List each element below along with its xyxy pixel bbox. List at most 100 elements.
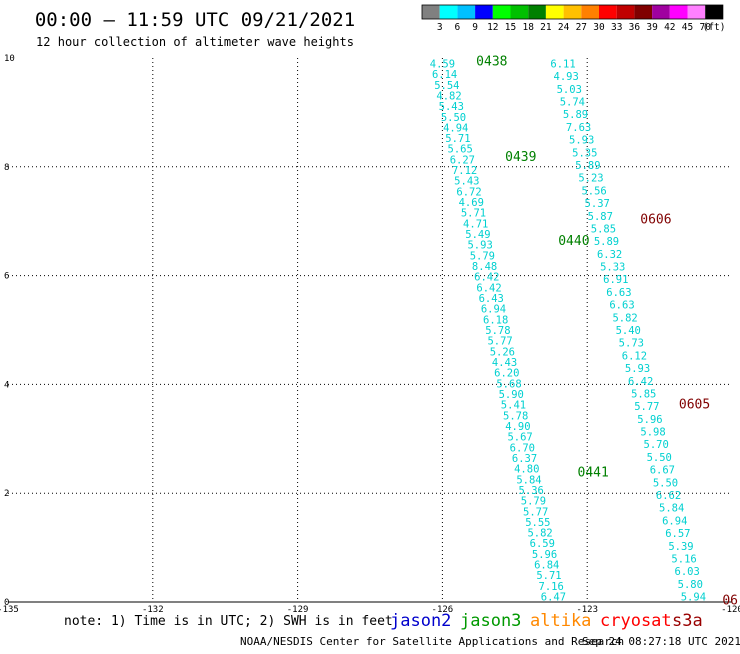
swh-value: 6.63 [609, 300, 634, 312]
swh-value: 6.42 [474, 272, 499, 284]
pass-time-label: 0439 [505, 150, 536, 165]
swh-value: 5.79 [470, 250, 495, 262]
swh-value: 6.47 [541, 592, 566, 604]
y-tick-label: 0 [4, 598, 9, 608]
pass-time-label: 0606 [640, 212, 671, 227]
grid-lines [8, 58, 732, 602]
colorbar-label: 6 [455, 22, 461, 33]
colorbar-swatch [439, 5, 458, 19]
colorbar-swatch [528, 5, 546, 19]
colorbar-swatch [616, 5, 635, 19]
colorbar-swatch [545, 5, 564, 19]
chart-subtitle: 12 hour collection of altimeter wave hei… [36, 35, 354, 49]
colorbar-label: 12 [487, 22, 498, 33]
swh-value: 5.78 [485, 325, 510, 337]
x-tick-label: -132 [142, 605, 164, 615]
pass-time-label: 0441 [578, 465, 609, 480]
x-tick-label: -135 [0, 605, 19, 615]
swh-value: 5.55 [525, 517, 550, 529]
swh-value: 6.42 [628, 376, 653, 388]
swh-value: 5.89 [594, 236, 619, 248]
swh-value: 6.43 [479, 293, 504, 305]
swh-value: 6.72 [456, 186, 481, 198]
legend-jason3: jason3 [460, 611, 521, 631]
colorbar-swatch [563, 5, 582, 19]
x-tick-label: -120 [721, 605, 740, 615]
swh-value: 5.89 [563, 109, 588, 121]
swh-value: 5.50 [441, 112, 466, 124]
footer-credit: NOAA/NESDIS Center for Satellite Applica… [240, 635, 624, 648]
y-tick-label: 2 [4, 489, 9, 499]
swh-value: 5.96 [532, 549, 557, 561]
swh-value: 5.43 [454, 176, 479, 188]
swh-value: 5.43 [439, 101, 464, 113]
colorbar-label: 70 [699, 22, 711, 33]
colorbar-swatch [669, 5, 688, 19]
swh-value: 5.36 [519, 485, 544, 497]
swh-value: 6.03 [675, 566, 700, 578]
swh-value: 5.16 [671, 553, 696, 565]
swh-value: 4.94 [443, 122, 468, 134]
swh-value: 5.78 [503, 410, 528, 422]
time-labels: 0438 0439 0440 0441 0606 0605 06 [476, 55, 738, 609]
swh-value: 8.48 [472, 261, 497, 273]
swh-value: 5.74 [560, 97, 585, 109]
y-tick-label: 4 [4, 380, 9, 390]
colorbar-label: 42 [664, 22, 675, 33]
chart-title: 00:00 – 11:59 UTC 09/21/2021 [35, 9, 355, 31]
swh-value: 6.11 [550, 58, 575, 70]
colorbar-swatch [457, 5, 476, 19]
swh-value: 5.70 [644, 439, 669, 451]
colorbar-label: 9 [472, 22, 478, 33]
swh-value: 5.79 [521, 496, 546, 508]
swh-value: 5.85 [631, 388, 656, 400]
swh-value: 5.80 [678, 579, 703, 591]
colorbar-swatch [422, 5, 440, 19]
colorbar-label: 27 [576, 22, 587, 33]
swh-value: 4.93 [554, 71, 579, 83]
x-tick-label: -123 [576, 605, 598, 615]
swh-value: 5.73 [619, 338, 644, 350]
swh-value: 5.50 [653, 477, 678, 489]
swh-value: 5.65 [448, 144, 473, 156]
swh-value: 6.14 [432, 69, 457, 81]
swh-value: 6.70 [510, 442, 535, 454]
colorbar-swatch [599, 5, 617, 19]
swh-value: 5.96 [637, 414, 662, 426]
swh-value: 5.35 [572, 147, 597, 159]
swh-value: 6.32 [597, 249, 622, 261]
colorbar-label: 24 [558, 22, 570, 33]
swh-value: 5.54 [434, 80, 459, 92]
swh-value: 5.41 [501, 400, 526, 412]
colorbar-label: 33 [611, 22, 622, 33]
colorbar-swatch [687, 5, 706, 19]
colorbar-swatch [705, 5, 723, 19]
swh-value: 6.67 [650, 465, 675, 477]
legend-jason2: jason2 [390, 611, 451, 631]
swh-value: 5.33 [600, 262, 625, 274]
swh-value: 5.84 [516, 474, 541, 486]
colorbar-label: 39 [646, 22, 658, 33]
x-tick-label: -129 [287, 605, 309, 615]
swh-value: 5.94 [681, 592, 706, 604]
swh-value: 5.93 [625, 363, 650, 375]
swh-value: 5.98 [640, 427, 665, 439]
colorbar-label: 15 [505, 22, 516, 33]
colorbar-label: 30 [593, 22, 605, 33]
colorbar-swatch [510, 5, 529, 19]
swh-value: 5.71 [461, 208, 486, 220]
swh-value: 4.59 [430, 58, 455, 70]
swh-value: 4.69 [459, 197, 484, 209]
swh-value: 7.63 [566, 122, 591, 134]
footer-timestamp: Sep 24 08:27:18 UTC 2021 [582, 635, 740, 648]
pass-time-label: 0440 [558, 234, 589, 249]
legend-cryosat: cryosat [600, 611, 672, 631]
colorbar-label: 45 [682, 22, 693, 33]
swh-value: 5.93 [467, 240, 492, 252]
swh-value: 6.37 [512, 453, 537, 465]
swh-value: 6.94 [662, 515, 687, 527]
swh-value: 5.84 [659, 503, 684, 515]
swh-value: 5.49 [465, 229, 490, 241]
swh-value: 6.12 [622, 350, 647, 362]
